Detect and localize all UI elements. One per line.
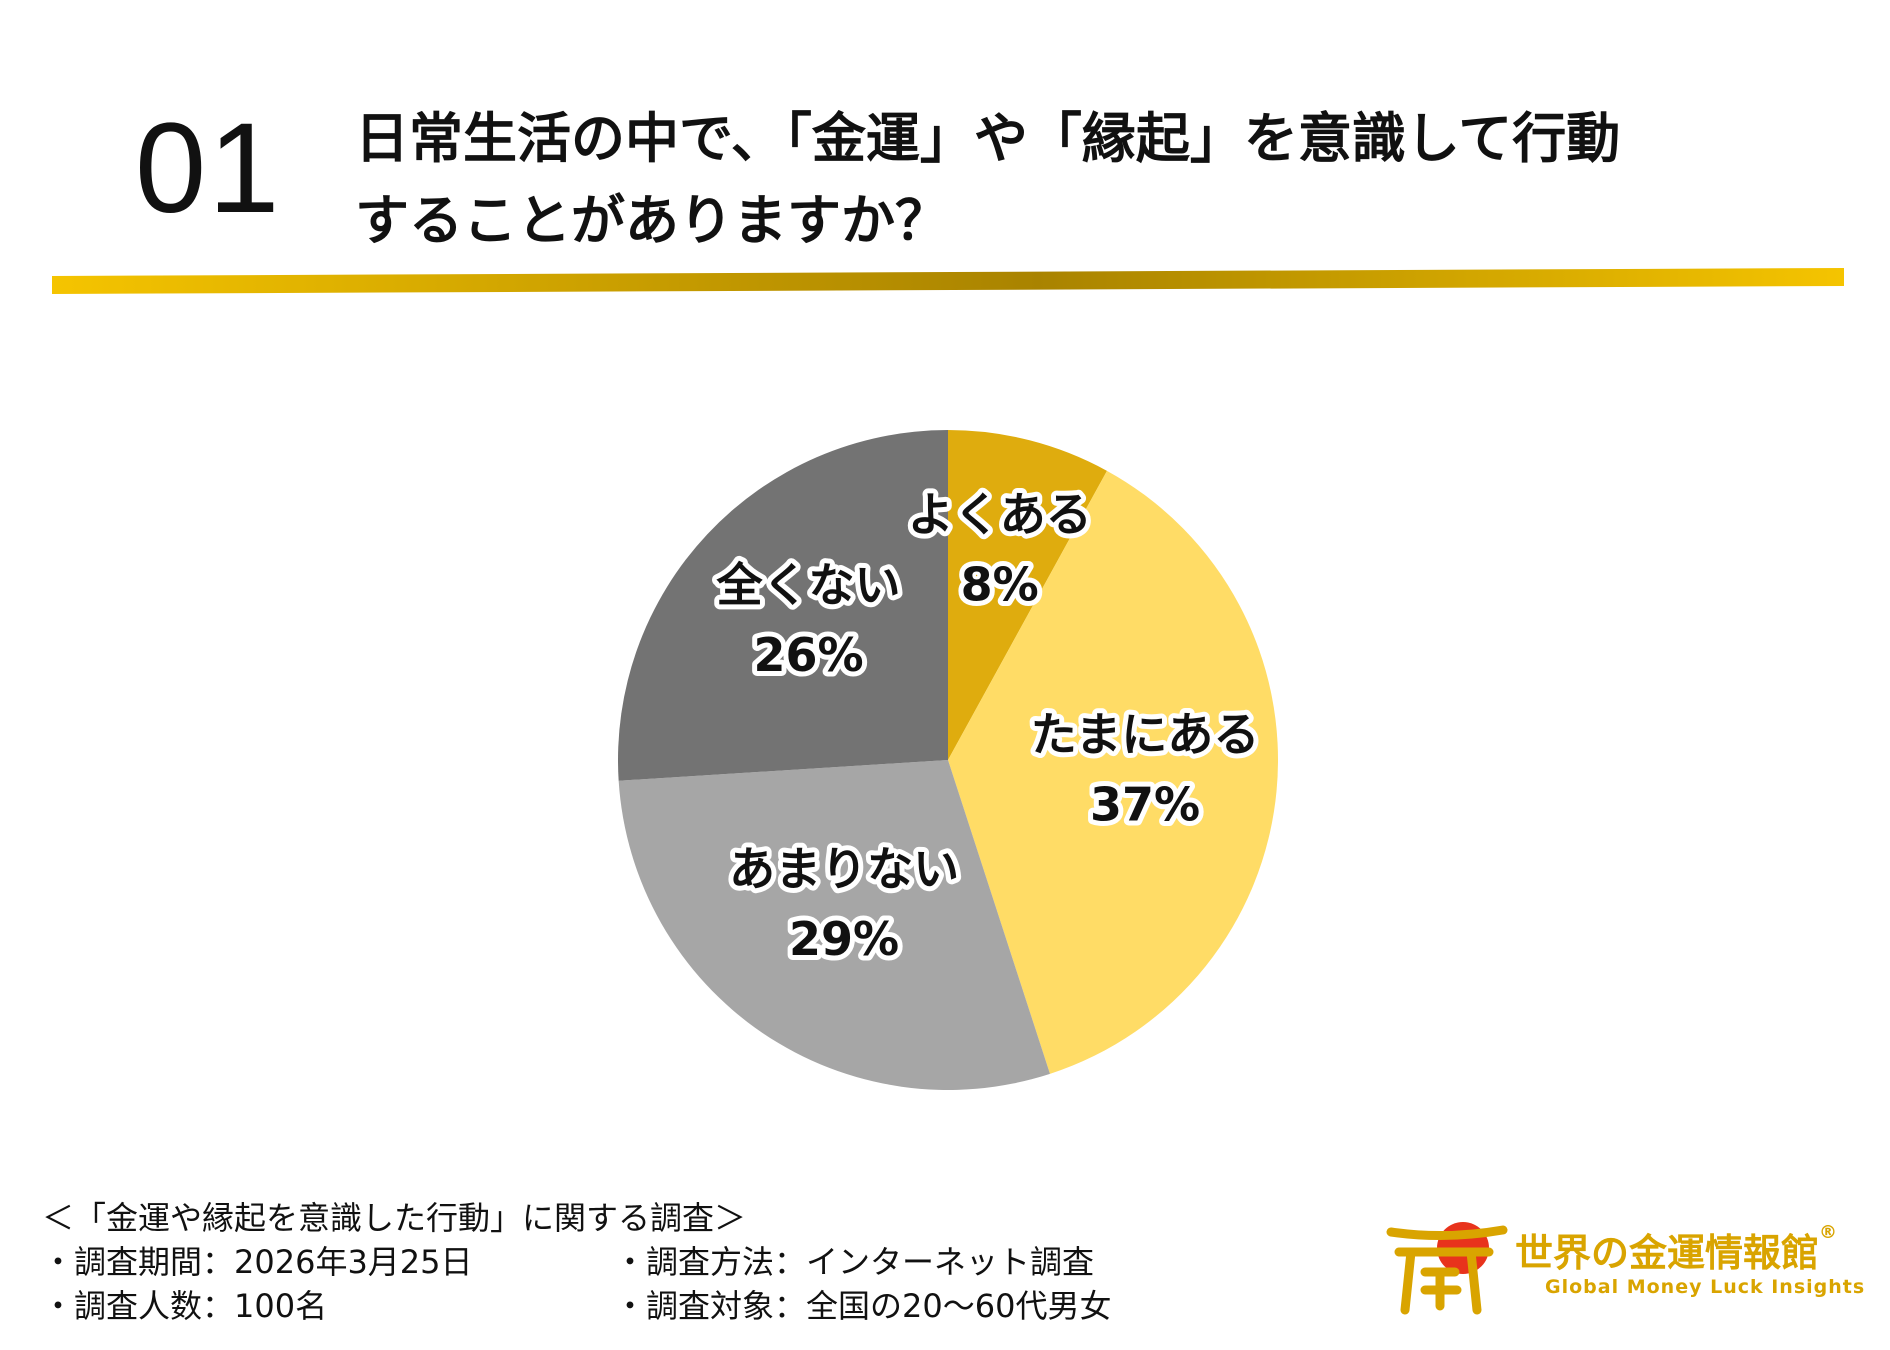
pie-value-4: 26%: [753, 628, 863, 682]
pie-label-2: たまにある: [1031, 708, 1260, 762]
question-line-1: 日常生活の中で、「金運」や「縁起」を意識して行動: [355, 107, 1621, 170]
survey-respondents: ・調査人数：100名: [42, 1287, 328, 1325]
brand-name-text: 世界の金運情報館: [1515, 1231, 1820, 1275]
survey-title: ＜「金運や縁起を意識した行動」に関する調査＞: [42, 1199, 747, 1237]
survey-target: ・調査対象：全国の20～60代男女: [614, 1287, 1112, 1325]
survey-row-1: ・調査期間：2026年3月25日 ・調査方法：インターネット調査: [42, 1240, 1192, 1284]
pie-label-3: あまりない: [729, 842, 959, 896]
registered-mark: ®: [1819, 1222, 1838, 1243]
survey-period: ・調査期間：2026年3月25日: [42, 1243, 473, 1281]
brand-tagline: Global Money Luck Insights: [1545, 1276, 1866, 1298]
question-title: 日常生活の中で、「金運」や「縁起」を意識して行動 することがありますか？: [355, 98, 1815, 262]
header-divider: [52, 268, 1844, 294]
pie-labels: よくある 8% たまにある 37% あまりない 29% 全くない 26%: [711, 483, 1265, 971]
survey-info: ＜「金運や縁起を意識した行動」に関する調査＞ ・調査期間：2026年3月25日 …: [42, 1196, 1192, 1328]
question-number: 01: [135, 97, 282, 240]
survey-row-2: ・調査人数：100名 ・調査対象：全国の20～60代男女: [42, 1284, 1192, 1328]
pie-chart: よくある 8% たまにある 37% あまりない 29% 全くない 26%: [617, 430, 1279, 1091]
pie-label-4: 全くない: [716, 558, 901, 612]
pie-slices: [617, 430, 1279, 1091]
pie-value-3: 29%: [789, 912, 899, 966]
pie-slice-3: [618, 760, 1050, 1091]
torii-logo-icon: [1386, 1222, 1508, 1315]
pie-value-1: 8%: [961, 558, 1039, 612]
brand-name: 世界の金運情報館®: [1515, 1222, 1837, 1277]
question-line-2: することがありますか？: [355, 189, 949, 252]
pie-label-1: よくある: [908, 488, 1092, 542]
pie-value-2: 37%: [1090, 778, 1200, 832]
brand-logo: 世界の金運情報館® Global Money Luck Insights: [1385, 1210, 1864, 1320]
torii-mark: [1386, 1225, 1508, 1315]
pie-slice-4: [617, 430, 948, 781]
survey-method: ・調査方法：インターネット調査: [614, 1243, 1095, 1281]
pie-slice-1: [948, 430, 1107, 760]
pie-slice-2: [948, 470, 1279, 1074]
